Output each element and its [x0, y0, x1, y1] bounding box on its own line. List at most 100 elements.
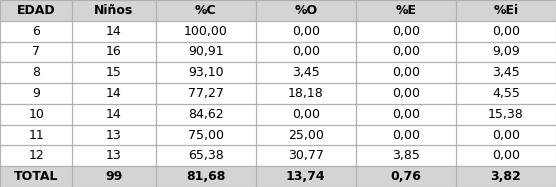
Bar [72, 83, 156, 104]
Text: 13: 13 [106, 128, 122, 142]
Bar [0, 21, 72, 42]
Text: 0,00: 0,00 [392, 45, 420, 59]
Text: 3,45: 3,45 [492, 66, 520, 79]
Text: 3,85: 3,85 [392, 149, 420, 162]
Bar [256, 0, 356, 21]
Text: 25,00: 25,00 [288, 128, 324, 142]
Bar [72, 62, 156, 83]
Text: 0,00: 0,00 [392, 66, 420, 79]
Text: 9: 9 [32, 87, 40, 100]
Text: %E: %E [395, 4, 416, 17]
Bar [0, 166, 72, 187]
Text: 65,38: 65,38 [188, 149, 224, 162]
Text: 14: 14 [106, 25, 122, 38]
Bar [72, 42, 156, 62]
Text: 10: 10 [28, 108, 44, 121]
Text: 0,76: 0,76 [390, 170, 421, 183]
Text: 13: 13 [106, 149, 122, 162]
Bar [156, 104, 256, 125]
Text: 3,82: 3,82 [490, 170, 522, 183]
Text: 15: 15 [106, 66, 122, 79]
Bar [256, 104, 356, 125]
Text: EDAD: EDAD [17, 4, 56, 17]
Text: 0,00: 0,00 [392, 87, 420, 100]
Bar [156, 83, 256, 104]
Text: 8: 8 [32, 66, 40, 79]
Bar [356, 21, 456, 42]
Bar [356, 42, 456, 62]
Text: 6: 6 [32, 25, 40, 38]
Bar [456, 104, 556, 125]
Text: 9,09: 9,09 [492, 45, 520, 59]
Bar [156, 166, 256, 187]
Text: 0,00: 0,00 [392, 128, 420, 142]
Bar [456, 62, 556, 83]
Bar [356, 83, 456, 104]
Bar [456, 166, 556, 187]
Text: 0,00: 0,00 [292, 25, 320, 38]
Text: %O: %O [294, 4, 317, 17]
Text: 0,00: 0,00 [492, 25, 520, 38]
Text: 99: 99 [105, 170, 123, 183]
Bar [256, 125, 356, 145]
Text: 4,55: 4,55 [492, 87, 520, 100]
Bar [156, 62, 256, 83]
Text: 0,00: 0,00 [292, 108, 320, 121]
Text: %C: %C [195, 4, 216, 17]
Text: 0,00: 0,00 [292, 45, 320, 59]
Bar [0, 42, 72, 62]
Text: 7: 7 [32, 45, 40, 59]
Text: 15,38: 15,38 [488, 108, 524, 121]
Bar [356, 125, 456, 145]
Bar [256, 42, 356, 62]
Bar [156, 145, 256, 166]
Bar [0, 125, 72, 145]
Text: %Ei: %Ei [493, 4, 519, 17]
Bar [256, 166, 356, 187]
Bar [72, 166, 156, 187]
Bar [256, 21, 356, 42]
Bar [72, 0, 156, 21]
Text: 0,00: 0,00 [492, 128, 520, 142]
Bar [456, 21, 556, 42]
Bar [456, 83, 556, 104]
Bar [356, 166, 456, 187]
Text: 12: 12 [28, 149, 44, 162]
Text: 90,91: 90,91 [188, 45, 224, 59]
Bar [456, 0, 556, 21]
Text: 0,00: 0,00 [392, 25, 420, 38]
Bar [0, 62, 72, 83]
Text: 14: 14 [106, 87, 122, 100]
Text: 3,45: 3,45 [292, 66, 320, 79]
Text: 16: 16 [106, 45, 122, 59]
Bar [256, 145, 356, 166]
Bar [0, 145, 72, 166]
Bar [0, 0, 72, 21]
Bar [72, 21, 156, 42]
Bar [72, 145, 156, 166]
Bar [156, 42, 256, 62]
Text: 11: 11 [28, 128, 44, 142]
Text: 13,74: 13,74 [286, 170, 326, 183]
Text: 75,00: 75,00 [188, 128, 224, 142]
Bar [156, 21, 256, 42]
Bar [456, 125, 556, 145]
Text: 14: 14 [106, 108, 122, 121]
Text: 30,77: 30,77 [288, 149, 324, 162]
Bar [356, 104, 456, 125]
Bar [0, 83, 72, 104]
Text: 84,62: 84,62 [188, 108, 224, 121]
Bar [0, 104, 72, 125]
Bar [256, 62, 356, 83]
Bar [456, 145, 556, 166]
Bar [156, 0, 256, 21]
Bar [256, 83, 356, 104]
Bar [356, 145, 456, 166]
Text: 0,00: 0,00 [492, 149, 520, 162]
Bar [356, 62, 456, 83]
Text: Niños: Niños [95, 4, 133, 17]
Text: 81,68: 81,68 [186, 170, 225, 183]
Bar [72, 125, 156, 145]
Bar [456, 42, 556, 62]
Text: 0,00: 0,00 [392, 108, 420, 121]
